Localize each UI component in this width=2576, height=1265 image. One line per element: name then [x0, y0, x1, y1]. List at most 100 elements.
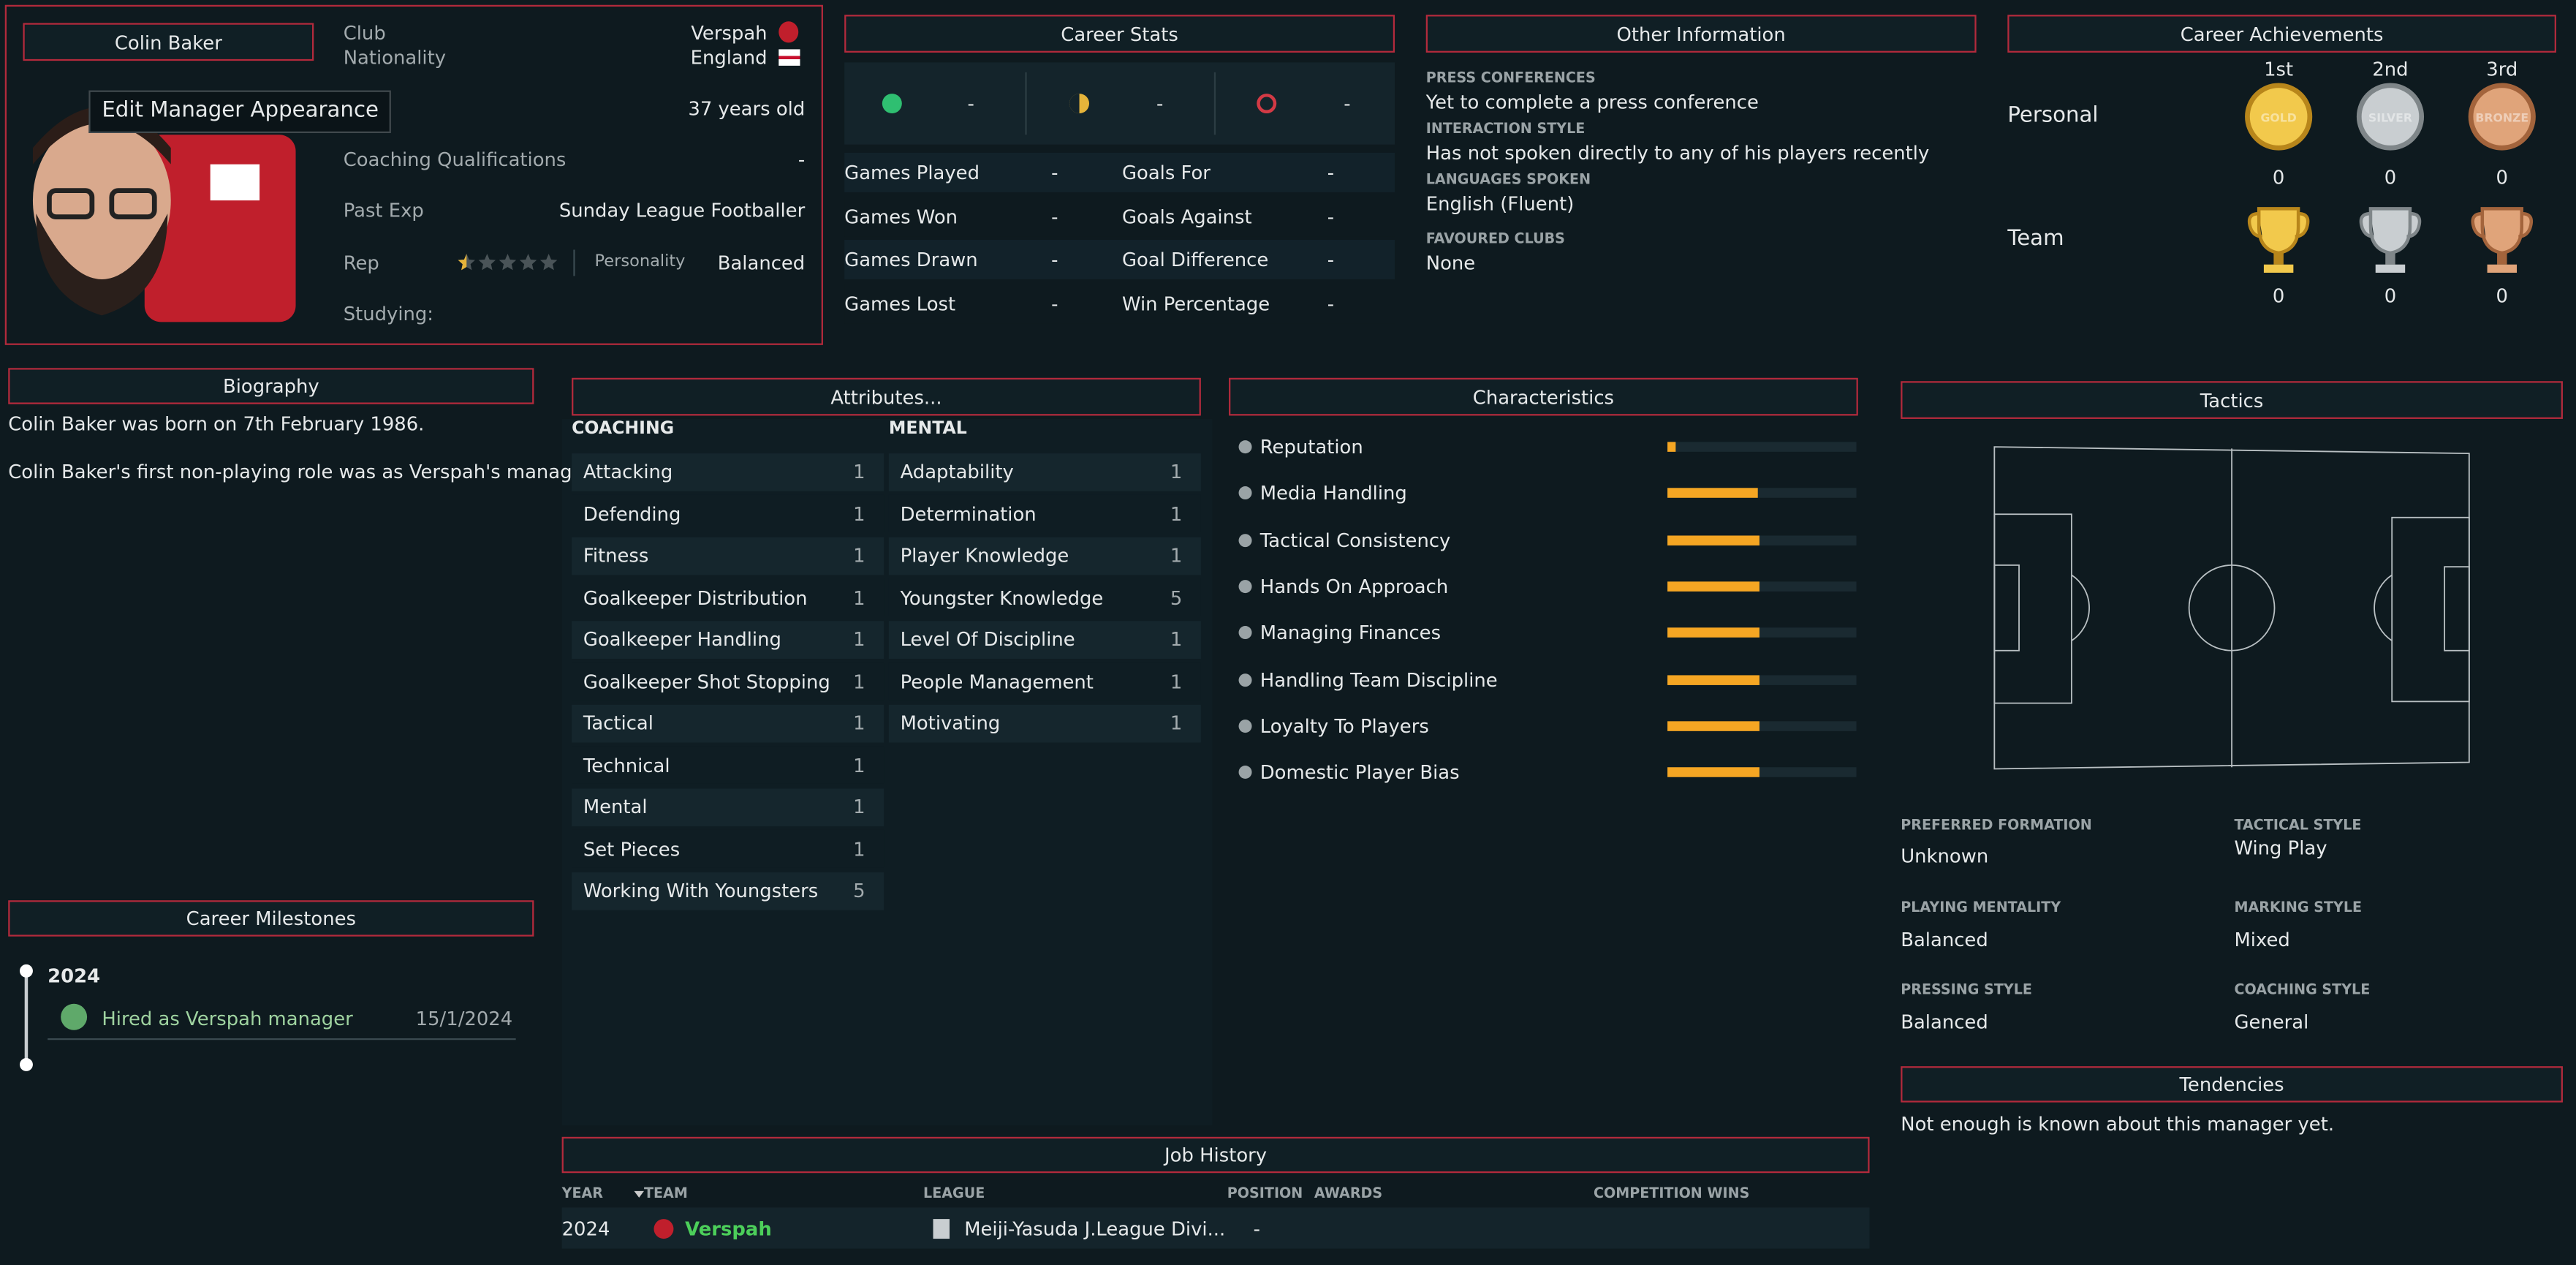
char-bar	[1667, 488, 1759, 499]
attr-value: 1	[1170, 627, 1183, 651]
info-label: LANGUAGES SPOKEN	[1425, 172, 1591, 189]
attr-value: 1	[853, 502, 865, 525]
manager-face	[32, 107, 296, 322]
info-label: INTERACTION STYLE	[1425, 121, 1586, 138]
tactic-value: Wing Play	[2234, 836, 2327, 860]
tactic-value: Balanced	[1901, 928, 1988, 951]
attr-value: 1	[853, 669, 865, 693]
field-label: Coaching Qualifications	[343, 148, 567, 171]
section-header[interactable]: Attributes...	[572, 377, 1201, 416]
char-bar	[1667, 674, 1760, 684]
attr-value: 1	[1170, 669, 1183, 693]
attr-row	[888, 452, 1201, 491]
trophy	[2359, 207, 2422, 273]
stat-value: -	[1051, 292, 1058, 316]
info-icon	[1238, 719, 1252, 733]
field-value: Sunday League Footballer	[558, 198, 806, 222]
tooltip: Edit Manager Appearance	[88, 90, 392, 133]
attr-row	[888, 620, 1201, 658]
achievement-count: 0	[2272, 165, 2285, 189]
trophy	[2471, 207, 2534, 273]
field-value: Balanced	[717, 251, 806, 275]
stat-value: -	[1051, 249, 1058, 272]
info-icon	[1238, 486, 1252, 500]
tactic-value: Unknown	[1901, 844, 1989, 868]
stat-icon-value: -	[967, 91, 974, 116]
stat-value: -	[1327, 161, 1335, 184]
field-label: Nationality	[343, 45, 447, 69]
sort-arrow	[634, 1190, 644, 1198]
divider	[1025, 72, 1027, 135]
tactics-pitch	[1993, 446, 2470, 770]
attr-row	[572, 662, 884, 701]
attr-name: Working With Youngsters	[583, 879, 819, 902]
name-button[interactable]: Colin Baker	[23, 23, 314, 61]
profile-panel	[4, 4, 823, 345]
attr-row	[572, 494, 884, 532]
attr-row	[572, 536, 884, 575]
attr-value: 1	[853, 837, 865, 861]
char-name: Handling Team Discipline	[1259, 668, 1498, 691]
attr-row	[572, 620, 884, 658]
attr-value: 1	[853, 543, 865, 567]
stat-label: Games Played	[844, 161, 980, 184]
attr-row	[888, 536, 1201, 575]
info-icon	[1238, 626, 1252, 640]
stat-label: Games Won	[844, 205, 958, 228]
attr-name: Tactical	[583, 711, 654, 735]
attr-name: Level Of Discipline	[900, 627, 1075, 651]
char-bar	[1667, 720, 1760, 731]
attr-value: 1	[853, 795, 865, 818]
timeline-dot	[19, 1057, 33, 1071]
section-header: Job History	[561, 1136, 1870, 1174]
attr-row	[572, 871, 884, 910]
field-label: Personality	[594, 253, 686, 271]
field-label: Club	[343, 21, 386, 45]
info-label: FAVOURED CLUBS	[1425, 231, 1565, 249]
stats-icons-bg	[844, 62, 1395, 145]
timeline-dot	[19, 964, 33, 978]
attr-name: Mental	[583, 795, 648, 818]
field-label: Studying:	[343, 302, 434, 325]
stat-label: Goals For	[1121, 161, 1211, 184]
char-bar	[1667, 442, 1675, 452]
attr-value: 1	[853, 585, 865, 609]
medal-label: GOLD	[2260, 111, 2297, 125]
column-label: 1st	[2264, 57, 2294, 81]
attr-row	[888, 494, 1201, 532]
milestone-text: Hired as Verspah manager	[102, 1007, 353, 1030]
tendencies-text: Not enough is known about this manager y…	[1901, 1112, 2335, 1136]
char-bar	[1667, 627, 1760, 638]
attr-value: 1	[1170, 502, 1183, 525]
char-bar	[1667, 767, 1760, 777]
stat-value: -	[1327, 249, 1335, 272]
char-name: Domestic Player Bias	[1259, 760, 1460, 784]
column-label: 3rd	[2486, 57, 2518, 81]
milestone-date: 15/1/2024	[415, 1007, 513, 1030]
field-value: England	[690, 45, 768, 69]
stat-icons	[882, 94, 1277, 114]
row-label: Team	[2007, 227, 2064, 252]
stat-icon-value: -	[1344, 91, 1351, 116]
attr-row	[572, 829, 884, 868]
info-icon	[1238, 440, 1252, 454]
stat-value: -	[1327, 205, 1335, 228]
attr-name: Motivating	[900, 711, 1001, 735]
trophy	[2247, 207, 2310, 273]
field-value: 37 years old	[688, 97, 806, 121]
job-team: Verspah	[685, 1217, 772, 1241]
attr-name: Goalkeeper Shot Stopping	[583, 669, 830, 693]
tactic-label: TACTICAL STYLE	[2234, 817, 2362, 835]
tactic-label: PRESSING STYLE	[1901, 982, 2032, 1000]
attr-row	[888, 578, 1201, 616]
attr-name: Attacking	[583, 460, 673, 483]
column-header: YEAR	[561, 1186, 604, 1203]
info-value: Has not spoken directly to any of his pl…	[1425, 141, 1930, 165]
attr-value: 1	[1170, 543, 1183, 567]
medal	[2468, 83, 2536, 151]
attr-value: 5	[1170, 585, 1183, 609]
section-header: Tactics	[1901, 381, 2563, 419]
stat-row	[844, 284, 1395, 324]
attr-row	[572, 452, 884, 491]
